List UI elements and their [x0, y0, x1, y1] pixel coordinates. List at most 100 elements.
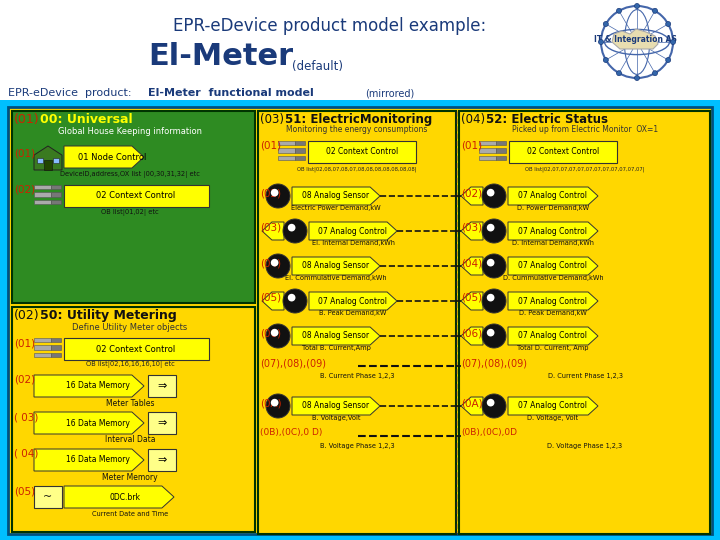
Text: IT & Integration AS: IT & Integration AS	[593, 36, 676, 44]
Text: (04): (04)	[260, 258, 281, 268]
Bar	[0, 100, 720, 540]
Polygon shape	[461, 257, 483, 275]
Bar	[308, 141, 416, 163]
Text: 16 Data Memory: 16 Data Memory	[66, 418, 130, 428]
Circle shape	[283, 289, 307, 313]
Text: (0A): (0A)	[461, 398, 482, 408]
Polygon shape	[64, 146, 144, 168]
Text: Total D. Current, Amp: Total D. Current, Amp	[517, 345, 589, 351]
Text: D. Power Demand,kW: D. Power Demand,kW	[517, 205, 589, 211]
Text: OB list|01,02| etc: OB list|01,02| etc	[102, 210, 159, 217]
Text: 52: Electric Status: 52: Electric Status	[486, 113, 608, 126]
Text: (05): (05)	[461, 293, 482, 303]
Text: D. Internal Demand,kWh: D. Internal Demand,kWh	[512, 240, 594, 246]
Text: Meter Memory: Meter Memory	[102, 472, 158, 482]
Bar	[459, 111, 710, 534]
Text: 16 Data Memory: 16 Data Memory	[66, 381, 130, 390]
Text: 07 Analog Control: 07 Analog Control	[518, 332, 588, 341]
Text: 07 Analog Control: 07 Analog Control	[518, 261, 588, 271]
Text: 08 Analog Sensor: 08 Analog Sensor	[302, 402, 369, 410]
Text: 00: Universal: 00: Universal	[40, 113, 132, 126]
Text: B. Voltage Phase 1,2,3: B. Voltage Phase 1,2,3	[320, 443, 395, 449]
Bar	[37, 158, 43, 163]
Circle shape	[482, 289, 506, 313]
Circle shape	[666, 22, 670, 26]
Polygon shape	[34, 146, 62, 170]
Text: Electric Power Demand,kW: Electric Power Demand,kW	[291, 205, 381, 211]
Text: (03): (03)	[260, 223, 281, 233]
Text: D. Peak Demand,kW: D. Peak Demand,kW	[519, 310, 587, 316]
Text: D. Cummulative Demand,kWh: D. Cummulative Demand,kWh	[503, 275, 603, 281]
Circle shape	[271, 189, 279, 197]
Polygon shape	[508, 397, 598, 415]
Circle shape	[266, 184, 290, 208]
Text: Interval Data: Interval Data	[104, 435, 156, 444]
Bar	[496, 156, 506, 160]
Text: El. Commulative Demand,kWh: El. Commulative Demand,kWh	[285, 275, 387, 281]
Circle shape	[670, 39, 675, 44]
Text: 07 Analog Control: 07 Analog Control	[318, 296, 387, 306]
Polygon shape	[292, 397, 380, 415]
Text: ⇒: ⇒	[157, 381, 167, 391]
Text: OB list|02,07,07,07,07,07,07,07,07,07,07,07|: OB list|02,07,07,07,07,07,07,07,07,07,07…	[526, 166, 644, 172]
Bar	[34, 185, 51, 190]
Bar	[12, 111, 255, 303]
Text: (06): (06)	[461, 328, 482, 338]
Text: D. Voltage, Volt: D. Voltage, Volt	[528, 415, 579, 421]
Circle shape	[283, 219, 307, 243]
Polygon shape	[508, 292, 598, 310]
Polygon shape	[292, 257, 380, 275]
Bar	[34, 338, 51, 342]
Text: ( 04): ( 04)	[14, 449, 38, 459]
Circle shape	[487, 259, 495, 266]
Text: 08 Analog Sensor: 08 Analog Sensor	[302, 332, 369, 341]
Text: (03): (03)	[260, 113, 284, 126]
Text: (05): (05)	[14, 486, 35, 496]
Polygon shape	[292, 327, 380, 345]
Circle shape	[482, 324, 506, 348]
Text: B. Voltage,Volt: B. Voltage,Volt	[312, 415, 360, 421]
Text: (01): (01)	[14, 148, 35, 158]
Polygon shape	[34, 412, 144, 434]
Bar	[34, 486, 62, 508]
Circle shape	[266, 324, 290, 348]
Text: El-Meter  functional model: El-Meter functional model	[148, 88, 314, 98]
Polygon shape	[262, 292, 284, 310]
Circle shape	[598, 39, 603, 44]
Circle shape	[271, 399, 279, 407]
Text: (default): (default)	[292, 60, 343, 73]
Bar	[148, 412, 176, 434]
Polygon shape	[508, 222, 598, 240]
Bar	[51, 192, 61, 197]
Circle shape	[652, 71, 657, 76]
Bar	[51, 346, 61, 350]
Circle shape	[482, 394, 506, 418]
Circle shape	[266, 254, 290, 278]
Text: (02): (02)	[461, 188, 482, 198]
Circle shape	[487, 189, 495, 197]
Text: 08 Analog Sensor: 08 Analog Sensor	[302, 192, 369, 200]
Text: Define Utility Meter objects: Define Utility Meter objects	[73, 322, 188, 332]
Text: (07),(08),(09): (07),(08),(09)	[260, 358, 326, 368]
Text: (06): (06)	[260, 328, 281, 338]
Circle shape	[487, 224, 495, 232]
Text: (01): (01)	[14, 113, 40, 126]
Polygon shape	[461, 327, 483, 345]
Circle shape	[634, 76, 639, 80]
Text: 01 Node Control: 01 Node Control	[78, 152, 146, 161]
Bar	[479, 156, 496, 160]
Text: Total B. Current,Amp: Total B. Current,Amp	[302, 345, 370, 351]
Bar	[294, 141, 305, 145]
Bar	[479, 141, 496, 145]
Text: (01): (01)	[260, 141, 281, 151]
Text: 0DC.brk: 0DC.brk	[109, 492, 140, 502]
Bar	[34, 353, 51, 357]
Text: Current Date and Time: Current Date and Time	[92, 511, 168, 517]
Bar	[278, 156, 294, 160]
Circle shape	[271, 329, 279, 336]
Bar	[496, 141, 506, 145]
Circle shape	[616, 71, 621, 76]
Bar	[479, 148, 496, 153]
Text: 02 Context Control: 02 Context Control	[96, 345, 176, 354]
Text: DeviceID,address,OX list |00,30,31,32| etc: DeviceID,address,OX list |00,30,31,32| e…	[60, 171, 200, 178]
